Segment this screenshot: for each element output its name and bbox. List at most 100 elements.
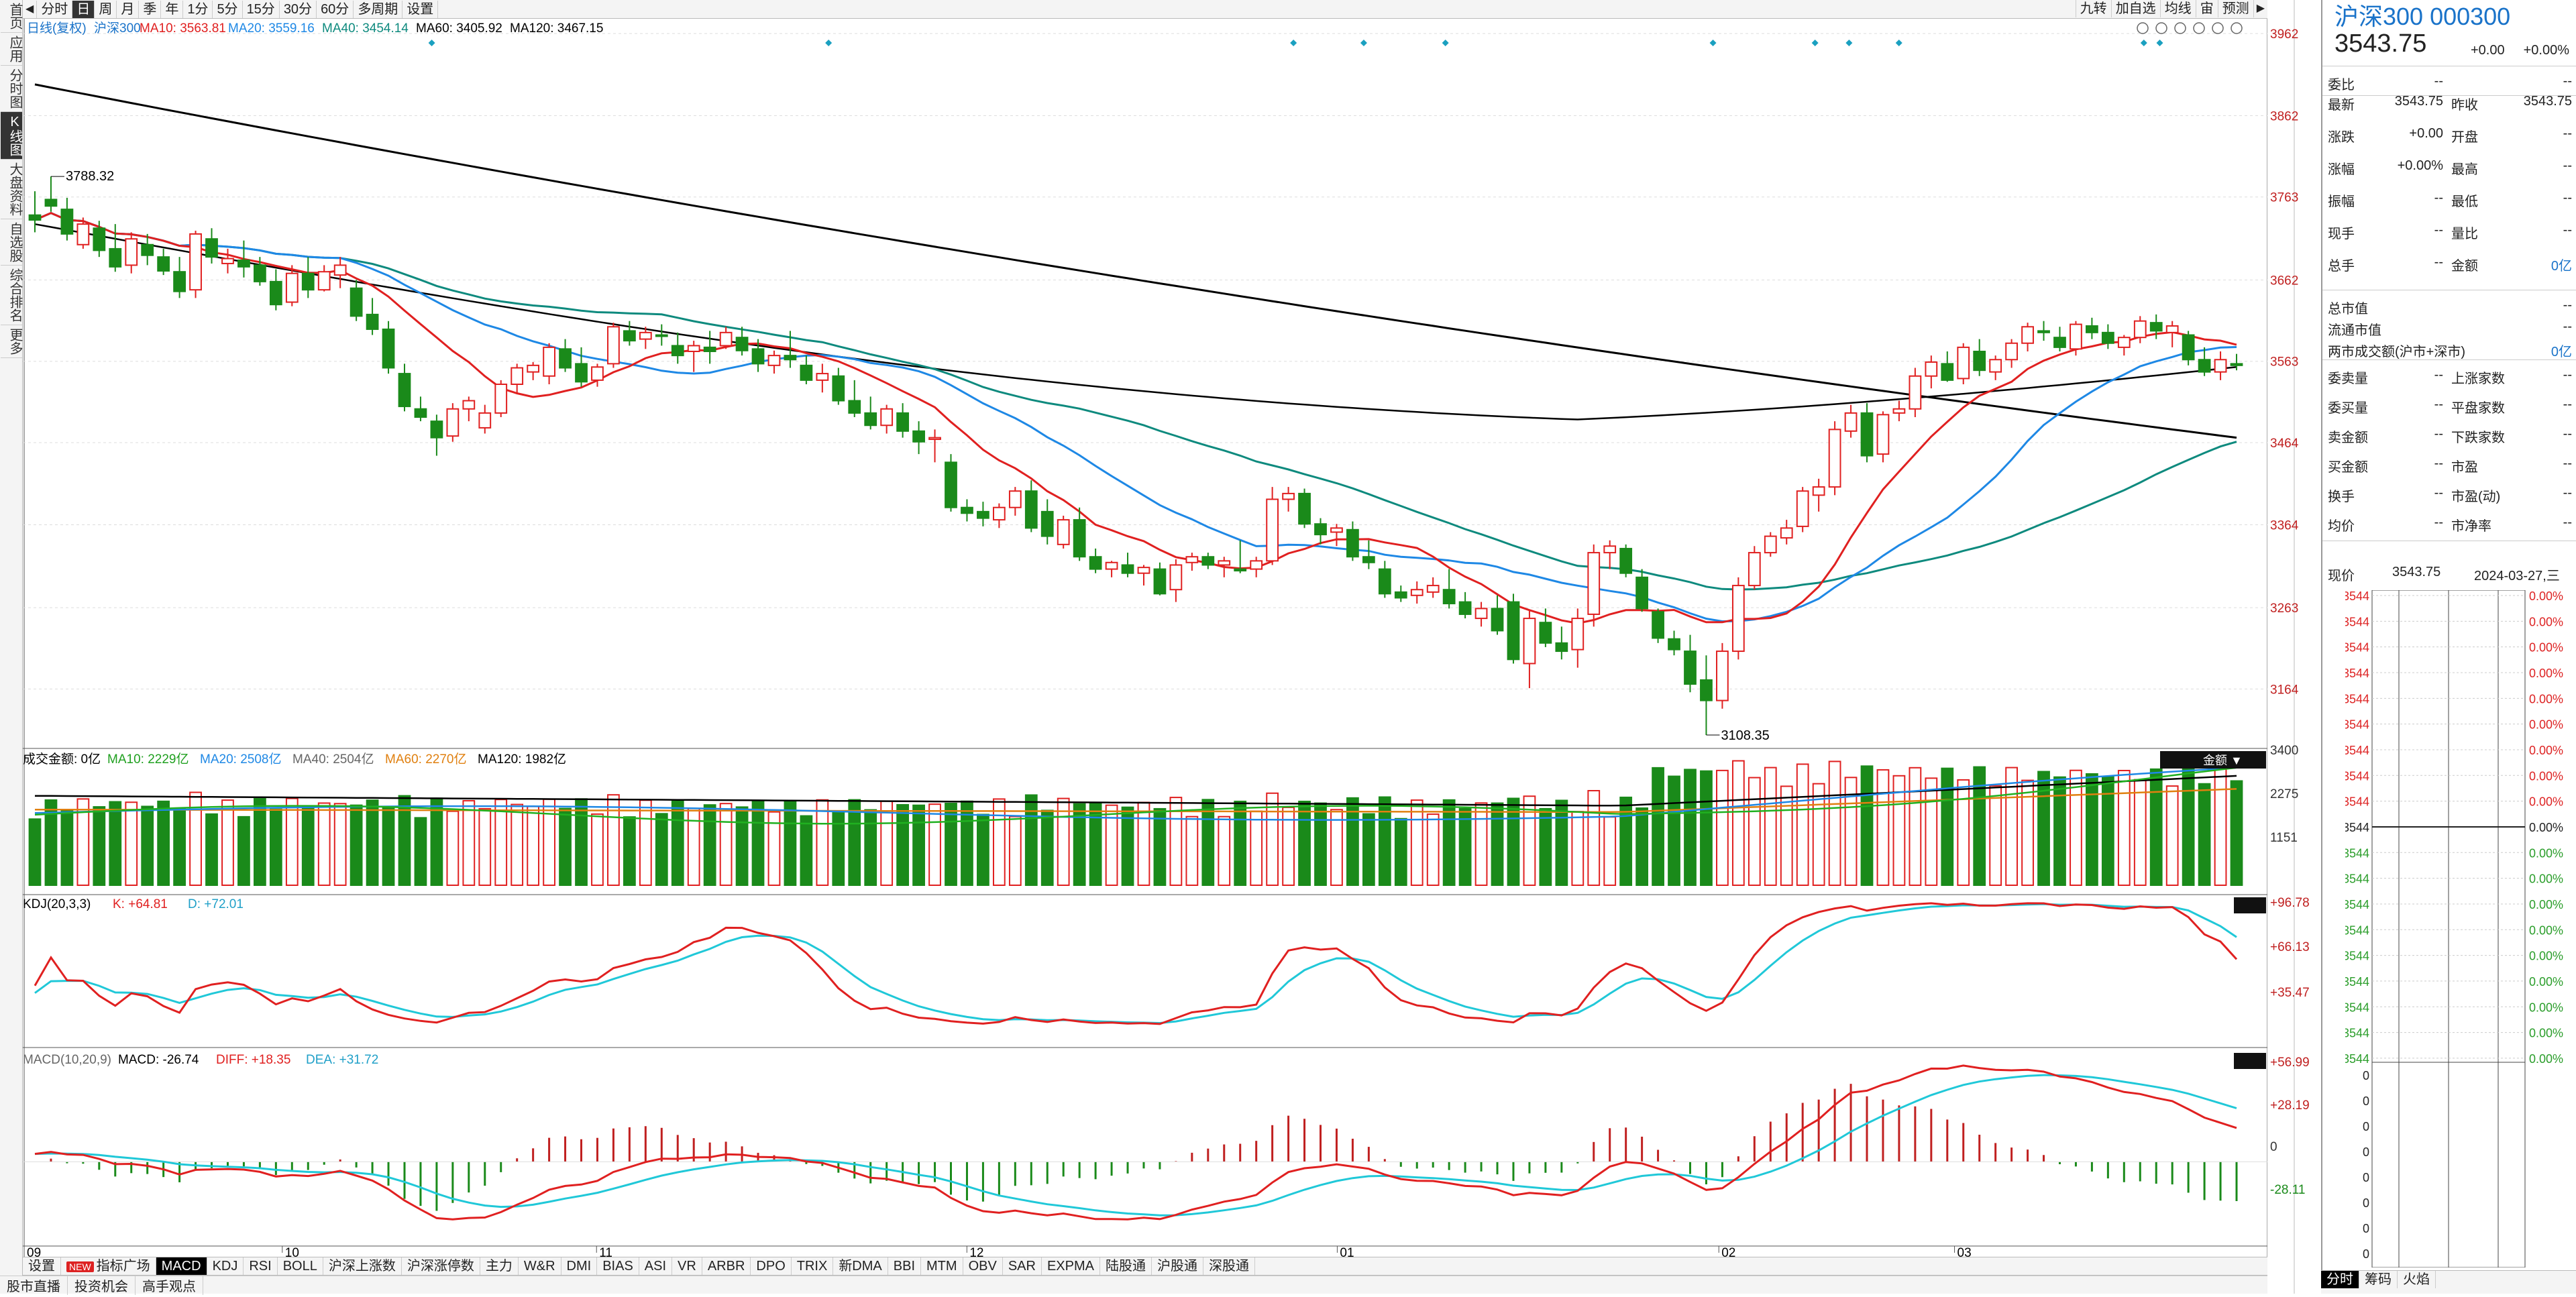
period-button[interactable]: 多周期 xyxy=(354,0,403,18)
volume-bar[interactable] xyxy=(1410,799,1424,886)
kdj-badge-icon[interactable] xyxy=(2234,897,2266,913)
candle-body[interactable] xyxy=(1266,498,1279,562)
candle-body[interactable] xyxy=(1362,556,1375,563)
scroll-left-icon[interactable]: ◀ xyxy=(23,0,38,18)
volume-bar[interactable] xyxy=(1330,809,1343,886)
candle-body[interactable] xyxy=(1716,651,1729,701)
volume-bar[interactable] xyxy=(1008,815,1022,886)
candle-body[interactable] xyxy=(1684,651,1697,685)
candle-body[interactable] xyxy=(832,375,845,402)
volume-bar[interactable] xyxy=(848,799,861,886)
status-item[interactable]: 投资机会 xyxy=(68,1275,136,1295)
volume-bar[interactable] xyxy=(1442,799,1456,886)
period-button[interactable]: 季 xyxy=(139,0,162,18)
indicator-tab[interactable]: RSI xyxy=(244,1257,278,1275)
volume-bar[interactable] xyxy=(1073,803,1086,887)
volume-bar[interactable] xyxy=(2086,773,2098,886)
volume-bar[interactable] xyxy=(1137,801,1150,886)
candle-body[interactable] xyxy=(1539,622,1552,644)
candle-body[interactable] xyxy=(1555,642,1568,653)
volume-bar[interactable] xyxy=(1571,811,1585,886)
volume-bar[interactable] xyxy=(189,791,202,886)
volume-bar[interactable] xyxy=(269,808,282,887)
event-marker-icon[interactable] xyxy=(1709,40,1717,46)
volume-bar[interactable] xyxy=(462,799,476,887)
candle-body[interactable] xyxy=(446,408,460,437)
volume-bar[interactable] xyxy=(237,815,250,887)
candle-body[interactable] xyxy=(2149,322,2163,332)
indicator-tab[interactable]: ARBR xyxy=(702,1257,751,1275)
candle-body[interactable] xyxy=(945,461,957,508)
volume-bar[interactable] xyxy=(1298,800,1311,886)
candle-body[interactable] xyxy=(511,367,524,386)
volume-bar[interactable] xyxy=(366,799,379,886)
volume-bar[interactable] xyxy=(1507,797,1520,887)
candle-body[interactable] xyxy=(350,287,363,317)
event-marker-icon[interactable] xyxy=(825,40,833,46)
candle-body[interactable] xyxy=(1185,556,1199,563)
candle-body[interactable] xyxy=(237,260,250,268)
volume-bar[interactable] xyxy=(317,802,331,887)
volume-bar[interactable] xyxy=(800,815,813,886)
eye-icon[interactable] xyxy=(2137,22,2149,34)
candle-body[interactable] xyxy=(880,408,894,427)
candle-body[interactable] xyxy=(1008,490,1022,508)
volume-bar[interactable] xyxy=(1844,777,1858,886)
volume-bar[interactable] xyxy=(2101,775,2114,887)
volume-bar[interactable] xyxy=(173,808,186,887)
volume-bar[interactable] xyxy=(285,797,299,886)
candle-body[interactable] xyxy=(2165,325,2179,333)
indicator-tab[interactable]: MACD xyxy=(156,1257,207,1275)
volume-bar[interactable] xyxy=(494,799,508,887)
volume-bar[interactable] xyxy=(1619,796,1633,887)
candle-body[interactable] xyxy=(1844,412,1858,432)
candle-body[interactable] xyxy=(1941,363,1954,381)
volume-bar[interactable] xyxy=(1587,789,1601,886)
volume-bar[interactable] xyxy=(1925,777,1938,886)
candle-body[interactable] xyxy=(141,243,154,256)
candle-body[interactable] xyxy=(398,373,411,408)
candle-body[interactable] xyxy=(1330,527,1343,533)
quote-title[interactable]: 沪深300 000300 xyxy=(2334,3,2511,30)
period-button[interactable]: 周 xyxy=(95,0,117,18)
candle-body[interactable] xyxy=(784,355,797,361)
candle-body[interactable] xyxy=(1860,412,1874,457)
volume-bar[interactable] xyxy=(1796,763,1809,886)
period-button[interactable]: 60分 xyxy=(317,0,354,18)
candle-body[interactable] xyxy=(1748,552,1761,587)
candle-body[interactable] xyxy=(1957,346,1970,380)
candle-body[interactable] xyxy=(462,400,476,410)
volume-bar[interactable] xyxy=(157,800,170,886)
candle-body[interactable] xyxy=(687,345,700,353)
candle-body[interactable] xyxy=(1169,564,1183,591)
event-marker-icon[interactable] xyxy=(2156,40,2163,46)
volume-bar[interactable] xyxy=(527,805,540,887)
candle-body[interactable] xyxy=(1458,601,1472,615)
toolbar-right-button[interactable]: 均线 xyxy=(2159,0,2196,17)
candle-body[interactable] xyxy=(1137,567,1150,574)
indicator-tab[interactable]: VR xyxy=(672,1257,702,1275)
volume-bar[interactable] xyxy=(977,813,989,886)
volume-bar[interactable] xyxy=(1314,802,1327,886)
macd-badge-icon[interactable] xyxy=(2234,1053,2266,1069)
toolbar-right-button[interactable]: 宙 xyxy=(2195,0,2218,17)
candle-body[interactable] xyxy=(703,346,716,353)
volume-bar[interactable] xyxy=(671,800,684,886)
candle-body[interactable] xyxy=(285,272,299,303)
candle-body[interactable] xyxy=(1571,618,1585,651)
quote-bottom-tab[interactable]: 分时 xyxy=(2321,1271,2359,1288)
volume-bar[interactable] xyxy=(928,803,941,886)
candle-body[interactable] xyxy=(205,238,218,258)
volume-bar[interactable] xyxy=(1603,816,1617,887)
candle-body[interactable] xyxy=(478,412,492,429)
volume-bar[interactable] xyxy=(1539,807,1552,887)
candle-body[interactable] xyxy=(961,506,973,514)
candle-body[interactable] xyxy=(1346,528,1359,558)
volume-bar[interactable] xyxy=(767,811,781,887)
candle-body[interactable] xyxy=(269,280,282,306)
candle-body[interactable] xyxy=(896,412,910,432)
candle-body[interactable] xyxy=(1442,589,1456,605)
indicator-tab[interactable]: BBI xyxy=(888,1257,922,1275)
candle-body[interactable] xyxy=(848,400,861,414)
candle-body[interactable] xyxy=(366,313,379,330)
